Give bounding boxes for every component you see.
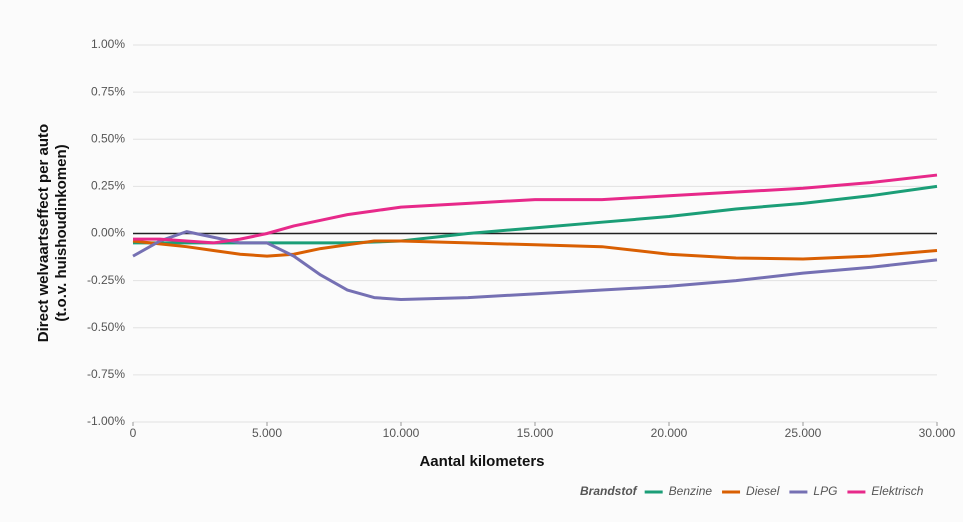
y-tick-label: 0.25%: [91, 179, 125, 193]
y-tick-label: -0.75%: [87, 367, 125, 381]
y-axis-title: (t.o.v. huishoudinkomen): [53, 144, 70, 321]
x-tick-label: 25.000: [785, 426, 822, 440]
y-tick-label: 0.50%: [91, 131, 125, 145]
legend-title: Brandstof: [580, 484, 638, 498]
y-tick-label: -1.00%: [87, 414, 125, 428]
y-axis-title: Direct welvaartseffect per auto: [35, 124, 52, 342]
legend-label: Elektrisch: [871, 484, 923, 498]
y-tick-label: -0.25%: [87, 273, 125, 287]
x-tick-label: 15.000: [517, 426, 554, 440]
x-tick-label: 0: [130, 426, 137, 440]
x-tick-label: 20.000: [651, 426, 688, 440]
legend-label: Diesel: [746, 484, 780, 498]
y-tick-label: -0.50%: [87, 320, 125, 334]
y-tick-label: 0.75%: [91, 84, 125, 98]
y-tick-label: 1.00%: [91, 37, 125, 51]
x-tick-label: 5.000: [252, 426, 282, 440]
y-tick-label: 0.00%: [91, 226, 125, 240]
x-tick-label: 10.000: [383, 426, 420, 440]
series-line: [133, 173, 938, 245]
legend-label: LPG: [813, 484, 837, 498]
legend-label: Benzine: [669, 484, 713, 498]
series-line: [132, 239, 938, 261]
x-tick-label: 30.000: [919, 426, 956, 440]
x-axis-title: Aantal kilometers: [419, 453, 544, 470]
series-line: [132, 230, 938, 301]
